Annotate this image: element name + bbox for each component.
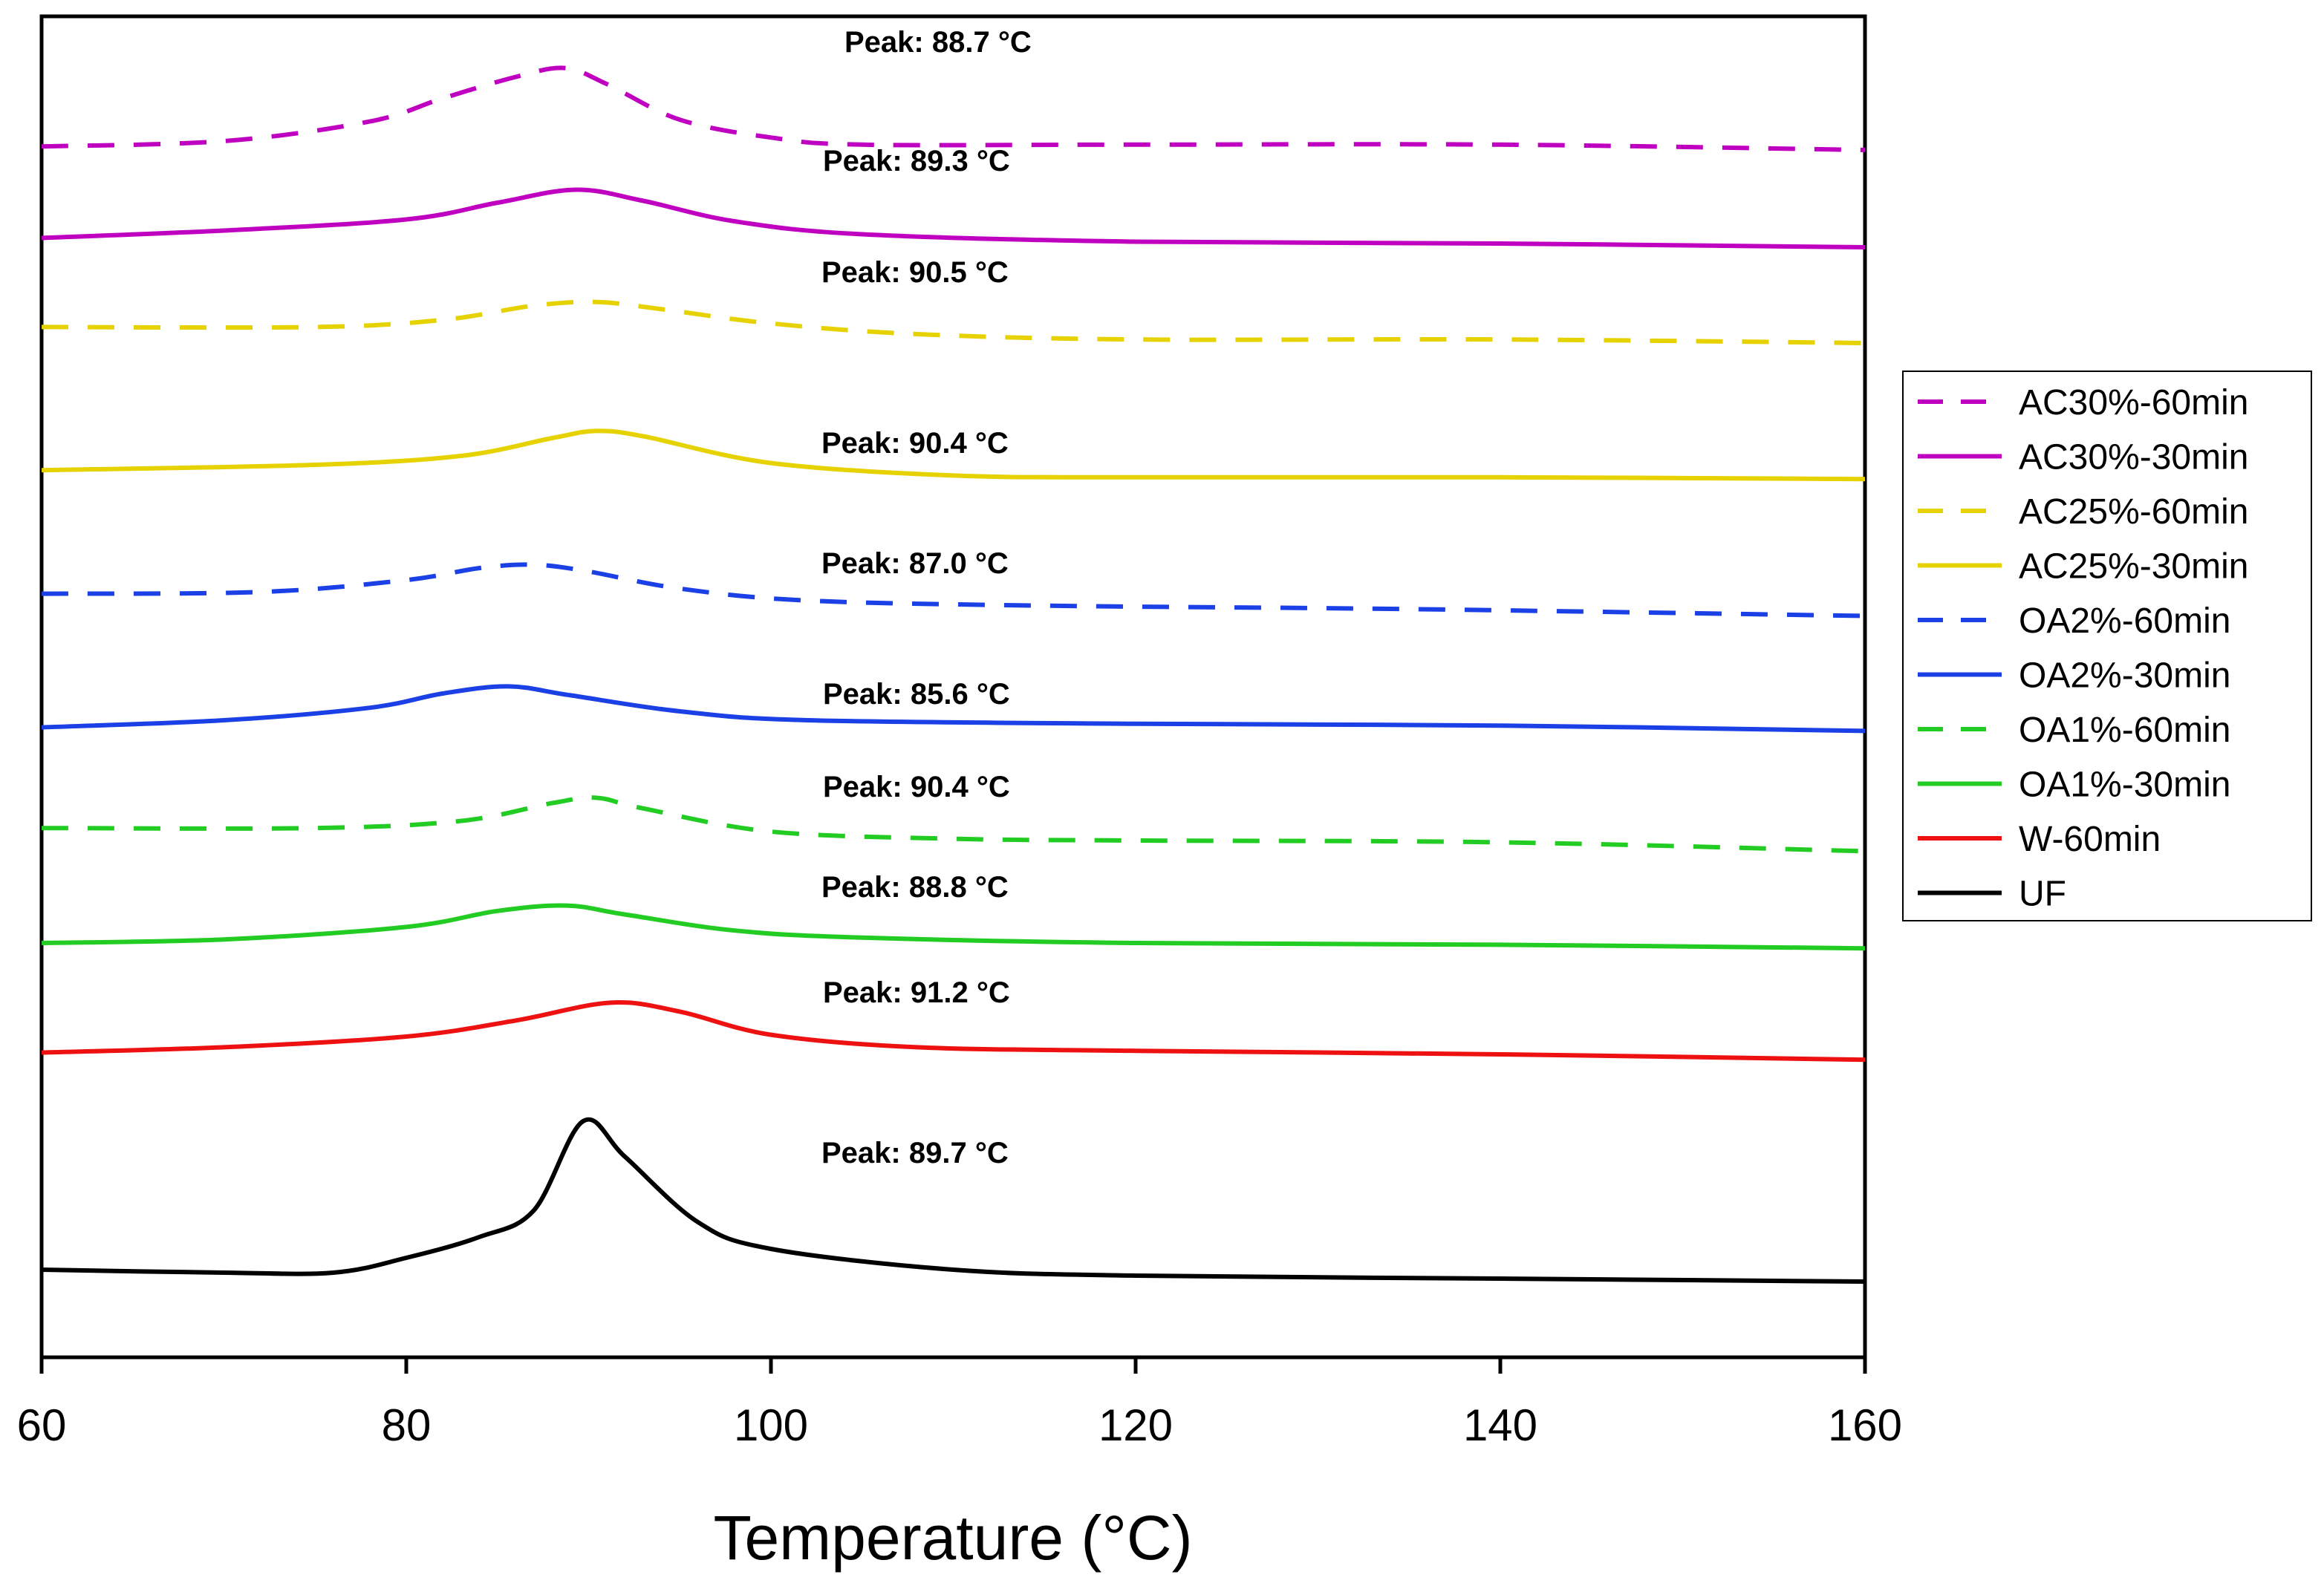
series-line-ac30-30min <box>41 187 1866 249</box>
legend-label: OA1%-60min <box>2019 711 2230 750</box>
series-line-ac30-60min <box>41 65 1866 152</box>
x-tick-label: 120 <box>1098 1400 1173 1450</box>
peak-label: Peak: 90.4 °C <box>823 771 1010 803</box>
series-line-oa2-30min <box>41 684 1866 734</box>
legend-label: OA1%-30min <box>2019 766 2230 805</box>
legend-label: W-60min <box>2019 820 2161 859</box>
x-tick-label: 60 <box>17 1400 67 1450</box>
peak-label: Peak: 91.2 °C <box>823 976 1010 1009</box>
x-tick-label: 100 <box>734 1400 808 1450</box>
legend-label: OA2%-60min <box>2019 601 2230 641</box>
plot-frame <box>39 14 1867 1360</box>
legend-label: UF <box>2019 875 2066 914</box>
series-line-oa1-60min <box>41 795 1866 854</box>
peak-label: Peak: 85.6 °C <box>823 678 1010 711</box>
series-line-oa1-30min <box>41 903 1866 951</box>
peak-label: Peak: 88.8 °C <box>821 871 1009 904</box>
legend-label: AC25%-60min <box>2019 492 2248 532</box>
peak-label: Peak: 88.7 °C <box>844 26 1032 59</box>
legend-label: AC30%-60min <box>2019 383 2248 422</box>
legend-label: AC30%-30min <box>2019 438 2248 477</box>
x-tick-label: 140 <box>1463 1400 1537 1450</box>
peak-label: Peak: 90.4 °C <box>821 427 1009 460</box>
x-axis-ticks: 60 80 100 120 140 160 <box>17 1357 1902 1450</box>
peak-labels: Peak: 88.7 °C Peak: 89.3 °C Peak: 90.5 °C P… <box>821 26 1032 1169</box>
legend-label: OA2%-30min <box>2019 656 2230 696</box>
series-layer <box>41 65 1866 1284</box>
peak-label: Peak: 87.0 °C <box>821 547 1009 580</box>
peak-label: Peak: 90.5 °C <box>821 256 1009 289</box>
x-axis-title: Temperature (°C) <box>713 1503 1192 1573</box>
series-line-w-60min <box>41 1000 1866 1063</box>
peak-label: Peak: 89.7 °C <box>821 1137 1009 1169</box>
series-line-ac25-60min <box>41 299 1866 345</box>
legend-label: AC25%-30min <box>2019 547 2248 587</box>
series-line-ac25-30min <box>41 428 1866 482</box>
series-line-oa2-60min <box>41 562 1866 619</box>
series-line-uf <box>41 1117 1866 1284</box>
x-tick-label: 80 <box>382 1400 432 1450</box>
legend: AC30%-60min AC30%-30min AC25%-60min AC25%-3… <box>1902 371 2312 921</box>
x-tick-label: 160 <box>1828 1400 1902 1450</box>
legend-box <box>1902 371 2312 921</box>
peak-label: Peak: 89.3 °C <box>823 145 1010 177</box>
